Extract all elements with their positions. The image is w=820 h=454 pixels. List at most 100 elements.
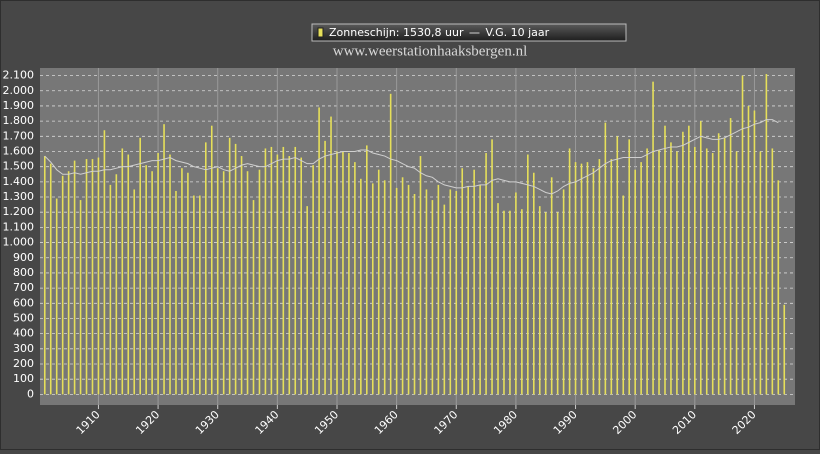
bar xyxy=(532,172,535,395)
bar xyxy=(664,125,666,395)
y-tick-label: 1.100 xyxy=(3,220,35,233)
bar xyxy=(723,137,726,395)
bar xyxy=(354,162,356,395)
bar xyxy=(55,198,58,395)
bar xyxy=(729,118,732,395)
bar xyxy=(240,156,243,395)
bar xyxy=(717,133,720,395)
bar xyxy=(550,177,553,395)
y-tick-label: 400 xyxy=(13,327,34,340)
bar xyxy=(258,169,261,395)
bar xyxy=(473,169,475,395)
bar xyxy=(658,149,660,395)
bar xyxy=(568,148,571,395)
bar xyxy=(592,168,595,395)
bar xyxy=(699,121,702,395)
y-tick-label: 1.500 xyxy=(3,160,35,173)
bar xyxy=(735,151,738,395)
y-tick-label: 2.100 xyxy=(3,69,35,82)
bar xyxy=(222,171,225,395)
bar xyxy=(103,130,106,395)
y-tick-label: 2.000 xyxy=(3,84,35,97)
bar xyxy=(604,122,607,395)
bar xyxy=(127,154,130,395)
bar xyxy=(413,193,416,395)
bar xyxy=(467,186,469,395)
bar xyxy=(407,184,410,395)
bar xyxy=(294,146,297,395)
plot-area xyxy=(40,68,795,405)
y-tick-label: 1.600 xyxy=(3,144,35,157)
bar xyxy=(234,143,237,395)
bar xyxy=(377,169,380,395)
bar xyxy=(676,151,678,395)
bar xyxy=(175,190,177,395)
bar xyxy=(264,148,267,395)
bar xyxy=(753,110,756,395)
bar xyxy=(449,189,452,395)
bar xyxy=(91,159,94,395)
bar xyxy=(741,75,744,395)
bar xyxy=(580,163,583,395)
bar xyxy=(109,184,112,395)
bar xyxy=(694,146,696,395)
bar xyxy=(443,204,446,395)
bar xyxy=(389,93,392,395)
y-tick-label: 1.700 xyxy=(3,129,35,142)
bar xyxy=(252,200,255,395)
bar xyxy=(121,148,124,395)
bar xyxy=(688,125,690,395)
bar xyxy=(562,189,565,395)
bar xyxy=(640,162,642,395)
bar xyxy=(348,153,350,395)
y-tick-label: 1.000 xyxy=(3,236,35,249)
bar xyxy=(771,148,774,395)
legend-label: Zonneschijn: 1530,8 uur xyxy=(329,26,464,39)
y-tick-label: 300 xyxy=(13,342,34,355)
legend-swatch xyxy=(317,27,324,38)
y-tick-label: 800 xyxy=(13,266,34,279)
bar xyxy=(586,162,589,395)
bar xyxy=(544,212,547,395)
bar xyxy=(115,174,118,395)
bar xyxy=(598,159,601,395)
bar xyxy=(163,124,165,395)
bar xyxy=(497,203,499,395)
bar xyxy=(288,156,291,395)
bar xyxy=(395,187,398,395)
bar xyxy=(79,200,82,395)
bar xyxy=(682,131,684,395)
bar xyxy=(73,160,76,395)
bar xyxy=(61,175,64,395)
bar xyxy=(371,183,374,395)
bar xyxy=(139,137,141,395)
bar xyxy=(634,169,636,395)
bar xyxy=(336,151,338,395)
bar xyxy=(193,195,195,395)
bar xyxy=(521,209,523,395)
bar xyxy=(431,200,434,395)
bar xyxy=(509,210,511,395)
bar xyxy=(538,206,541,395)
y-tick-label: 600 xyxy=(13,296,34,309)
y-tick-label: 200 xyxy=(13,357,34,370)
bar xyxy=(652,81,654,395)
bar xyxy=(366,145,368,395)
watermark: www.weerstationhaaksbergen.nl xyxy=(333,43,528,59)
bar xyxy=(628,139,631,395)
legend: Zonneschijn: 1530,8 uur V.G. 10 jaar xyxy=(317,26,550,39)
bar xyxy=(306,206,308,395)
y-tick-label: 1.300 xyxy=(3,190,35,203)
bar xyxy=(187,172,189,395)
bar xyxy=(527,154,529,395)
bar xyxy=(515,192,517,395)
y-tick-label: 1.400 xyxy=(3,175,35,188)
bar xyxy=(181,168,183,395)
bar xyxy=(133,189,136,395)
bar xyxy=(783,304,786,395)
bar xyxy=(383,180,386,395)
bar xyxy=(330,116,332,395)
bar xyxy=(419,156,422,395)
bar xyxy=(437,184,440,395)
bar xyxy=(43,156,46,395)
